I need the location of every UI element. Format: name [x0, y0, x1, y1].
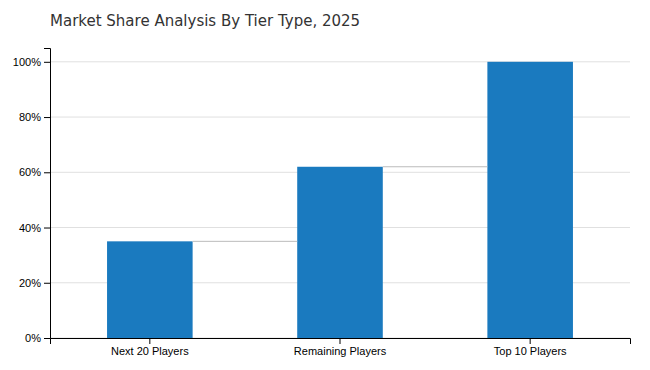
y-tick-label: 100%	[13, 56, 41, 68]
bar	[107, 241, 193, 338]
y-tick-mark	[44, 117, 50, 118]
x-tick: Top 10 Players	[494, 338, 567, 357]
y-tick-label: 0%	[25, 332, 41, 344]
bar	[487, 62, 573, 338]
x-tick-label: Next 20 Players	[111, 345, 189, 357]
y-tick: 60%	[19, 166, 50, 178]
x-axis-line	[51, 339, 631, 345]
marks	[107, 62, 573, 338]
y-axis-line	[44, 49, 51, 339]
grid	[50, 62, 630, 338]
bar	[297, 167, 383, 338]
y-tick-label: 40%	[19, 222, 41, 234]
x-tick-mark	[149, 338, 150, 344]
y-axis: 0% 20% 40% 60% 80% 100%	[13, 49, 51, 345]
x-axis: Next 20 Players Remaining Players Top 10 P…	[51, 338, 631, 357]
connector	[383, 166, 488, 167]
y-tick-mark	[44, 172, 50, 173]
y-tick: 80%	[19, 111, 50, 123]
y-tick-mark	[44, 62, 50, 63]
connector	[193, 241, 298, 242]
y-tick-label: 60%	[19, 166, 41, 178]
y-tick: 20%	[19, 277, 50, 289]
y-tick: 100%	[13, 56, 50, 68]
x-tick: Remaining Players	[294, 338, 387, 357]
y-tick-label: 20%	[19, 277, 41, 289]
y-tick: 40%	[19, 222, 50, 234]
x-tick-label: Top 10 Players	[494, 345, 567, 357]
y-tick-mark	[44, 338, 50, 339]
plot: 0% 20% 40% 60% 80% 100% Next 20 Players Remaini…	[13, 49, 631, 357]
x-tick-mark	[340, 338, 341, 344]
x-tick: Next 20 Players	[111, 338, 189, 357]
x-tick-mark	[530, 338, 531, 344]
y-tick-label: 80%	[19, 111, 41, 123]
x-tick-label: Remaining Players	[294, 345, 387, 357]
y-tick-mark	[44, 228, 50, 229]
y-tick: 0%	[25, 332, 50, 344]
chart: Market Share Analysis By Tier Type, 2025…	[0, 0, 650, 370]
title: Market Share Analysis By Tier Type, 2025	[50, 12, 360, 30]
y-tick-mark	[44, 283, 50, 284]
